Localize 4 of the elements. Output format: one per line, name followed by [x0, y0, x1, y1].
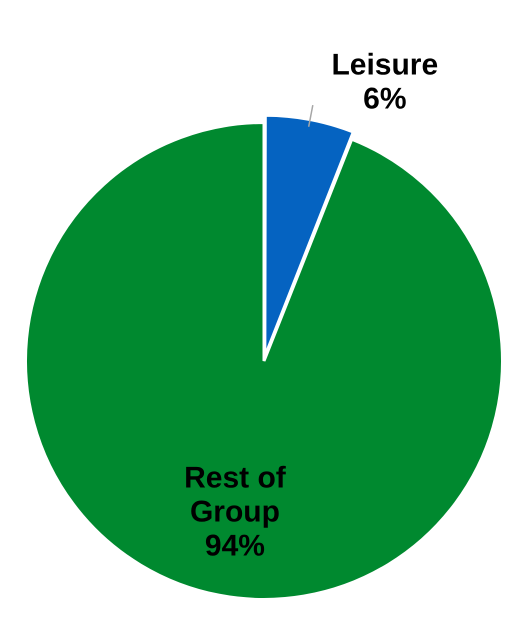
slice-label: Leisure [331, 48, 438, 82]
data-label: 94% [204, 530, 265, 563]
slice-label: Rest of Group [184, 462, 287, 529]
data-label: 6% [363, 82, 406, 116]
